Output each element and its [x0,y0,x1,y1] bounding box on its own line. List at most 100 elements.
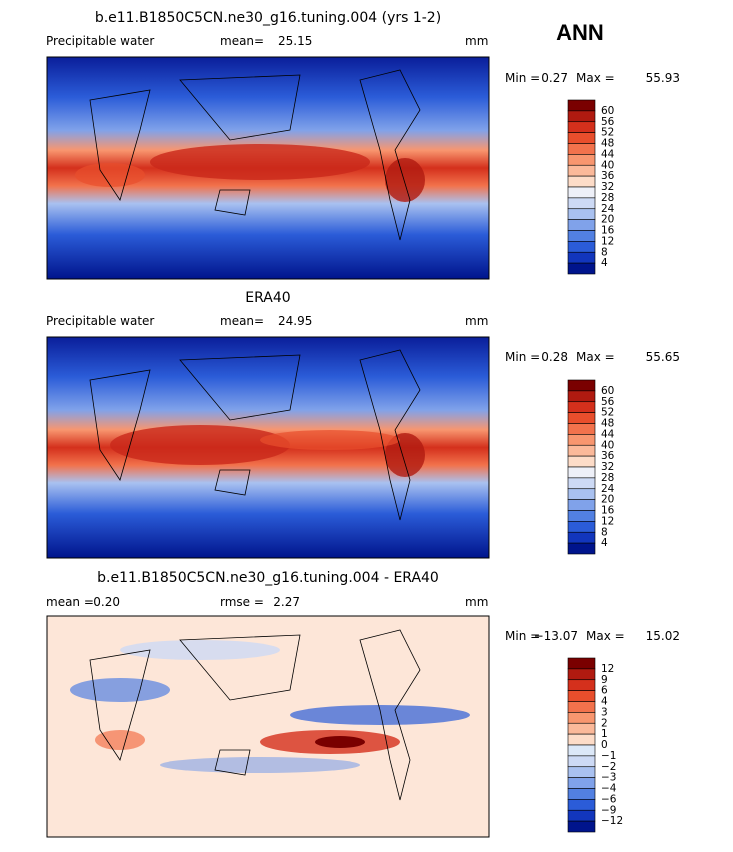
colorbar-label: 6 [601,685,608,697]
colorbar-box [567,477,596,490]
colorbar-box [567,208,596,220]
colorbar-box [567,521,596,533]
colorbar-box [567,788,596,800]
colorbar-box [567,241,596,253]
colorbar-box [567,766,596,778]
colorbar-label: −3 [601,772,616,784]
map [46,336,490,559]
colorbar-label: 12 [601,515,614,527]
colorbar-label: 20 [601,494,614,506]
colorbar-label: 56 [601,396,615,408]
colorbar-label: 48 [601,138,614,150]
colorbar-box [567,701,596,713]
colorbar-label: 12 [601,235,614,247]
colorbar-box [567,110,596,123]
panel-title: b.e11.B1850C5CN.ne30_g16.tuning.004 - ER… [97,570,439,586]
colorbar-box [567,712,596,724]
units: mm [465,314,488,328]
colorbar-box [567,690,596,702]
panel-title: b.e11.B1850C5CN.ne30_g16.tuning.004 (yrs… [95,10,441,26]
colorbar-label: 4 [601,696,608,708]
colorbar-box [567,99,596,112]
colorbar-box [567,143,596,155]
colorbar-box [567,379,596,392]
colorbar-label: 32 [601,461,614,473]
colorbar-label: 28 [601,472,614,484]
colorbar-box [567,230,596,242]
colorbar-label: 48 [601,418,614,430]
colorbar-box [567,668,596,681]
season: ANN [556,20,604,45]
colorbar-label: 40 [601,159,614,171]
colorbar-label: 16 [601,225,615,237]
min-label: Min = [505,350,540,364]
colorbar-box [567,390,596,403]
colorbar-box [567,186,596,199]
colorbar-box [567,175,596,188]
colorbar-label: 20 [601,214,614,226]
colorbar-box [567,820,596,833]
colorbar-box [567,722,596,735]
colorbar-box [567,412,596,424]
colorbar-label: 8 [601,246,608,258]
colorbar-label: −2 [601,761,616,773]
colorbar-label: 9 [601,674,608,686]
colorbar-box [567,121,596,133]
colorbar-label: 0 [601,739,608,751]
colorbar-box [567,132,596,144]
field-label: Precipitable water [46,34,154,48]
colorbar-label: 4 [601,257,608,269]
colorbar-box [567,466,596,479]
max-value: 55.65 [646,350,680,364]
colorbar-box [567,657,596,670]
colorbar-box [567,499,596,511]
colorbar-label: 16 [601,505,615,517]
units: mm [465,34,488,48]
colorbar-label: 36 [601,170,615,182]
colorbar-label: −6 [601,793,617,805]
colorbar-box [567,755,596,768]
stat-label: rmse = [220,595,264,609]
colorbar-box [567,542,596,555]
colorbar-box [567,219,596,231]
stat-label: mean= [220,314,264,328]
colorbar-box [567,197,596,210]
max-label: Max = [586,629,625,643]
colorbar-label: −4 [601,783,617,795]
stat-value: 0.20 [93,595,120,609]
colorbar-label: 24 [601,483,615,495]
max-value: 15.02 [646,629,680,643]
colorbar-label: −9 [601,804,616,816]
map [46,615,490,838]
colorbar-box [567,423,596,435]
colorbar-box [567,510,596,522]
colorbar-label: 52 [601,127,614,139]
colorbar-label: 2 [601,717,608,729]
colorbar-box [567,401,596,413]
max-label: Max = [576,350,615,364]
stat-value: 24.95 [278,314,312,328]
units: mm [465,595,488,609]
colorbar-box [567,733,596,746]
colorbar-label: 32 [601,181,614,193]
colorbar-box [567,488,596,500]
colorbar-box [567,251,596,264]
stat-value: 2.27 [273,595,300,609]
field-label: Precipitable water [46,314,154,328]
min-value: 0.27 [541,71,568,85]
stat-label: mean= [220,34,264,48]
colorbar-label: 1 [601,728,608,740]
colorbar-box [567,531,596,544]
colorbar-box [567,434,596,446]
min-label: Min = [505,71,540,85]
colorbar-label: 24 [601,203,615,215]
colorbar-label: −12 [601,815,623,827]
min-value: 0.28 [541,350,568,364]
colorbar-label: 8 [601,526,608,538]
panel-title: ERA40 [245,290,290,306]
colorbar-label: −1 [601,750,616,762]
colorbar-label: 36 [601,450,615,462]
stat-value: 25.15 [278,34,312,48]
stat-label: mean = [46,595,94,609]
